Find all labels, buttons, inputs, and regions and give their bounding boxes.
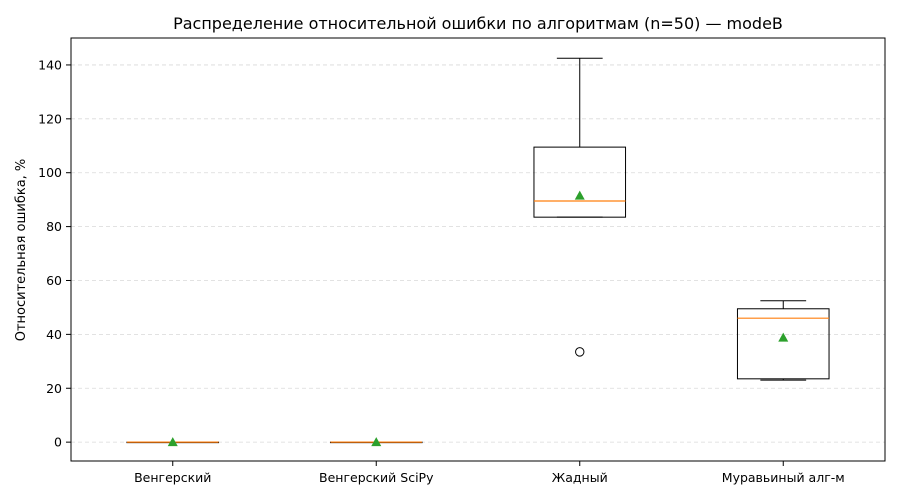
box-group <box>736 300 830 381</box>
x-tick-label: Муравьиный алг-м <box>722 470 845 485</box>
y-tick-label: 140 <box>38 57 62 72</box>
plot-frame <box>70 37 886 462</box>
grid-layer <box>71 64 885 443</box>
chart-title: Распределение относительной ошибки по ал… <box>173 14 783 33</box>
x-tick-label: Венгерский <box>134 470 211 485</box>
box-iqr <box>736 308 830 380</box>
mean-marker <box>167 437 178 447</box>
y-tick-label: 20 <box>46 381 62 396</box>
tick-layer: 0 20 40 60 80 100 120 140 Венгерский Венгерский S… <box>38 57 845 485</box>
box-layer <box>126 57 830 447</box>
box-group <box>126 437 220 447</box>
y-tick-label: 80 <box>46 219 62 234</box>
x-tick-label: Жадный <box>552 470 608 485</box>
y-tick-label: 60 <box>46 273 62 288</box>
y-tick-label: 0 <box>54 435 62 450</box>
box-group <box>533 57 627 357</box>
y-tick-label: 100 <box>38 165 62 180</box>
y-tick-label: 120 <box>38 111 62 126</box>
box-iqr <box>533 146 627 218</box>
mean-marker <box>574 190 585 200</box>
mean-marker <box>778 332 789 342</box>
outlier-point <box>575 347 585 357</box>
mean-marker <box>371 437 382 447</box>
y-tick-label: 40 <box>46 327 62 342</box>
y-axis-label: Относительная ошибка, % <box>14 159 29 342</box>
box-group <box>329 437 423 447</box>
x-tick-label: Венгерский SciPy <box>319 470 434 485</box>
